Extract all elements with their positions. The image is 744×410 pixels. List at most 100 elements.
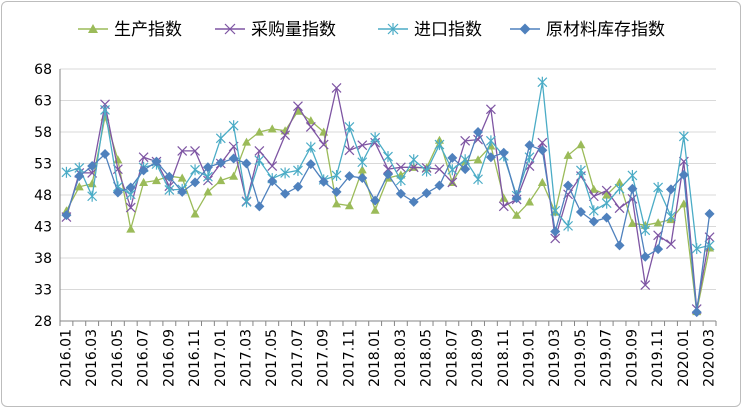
data-point — [87, 179, 97, 188]
x-tick-label: 2017.09 — [316, 329, 332, 387]
x-tick-label: 2018.11 — [496, 329, 512, 387]
data-point — [640, 280, 651, 291]
data-point — [228, 153, 239, 164]
data-point — [601, 212, 612, 223]
data-point — [704, 208, 715, 219]
data-point — [254, 145, 265, 156]
data-point — [190, 145, 200, 156]
x-tick-label: 2019.11 — [650, 329, 666, 387]
x-tick-label: 2017.01 — [213, 329, 229, 387]
legend-item: 原材料库存指数 — [510, 20, 665, 40]
data-point — [164, 171, 175, 182]
series-layer — [61, 76, 715, 318]
data-point — [100, 149, 111, 160]
data-point — [678, 130, 689, 142]
data-point — [524, 161, 535, 171]
data-point — [421, 165, 432, 177]
data-point — [88, 24, 98, 33]
data-point — [588, 205, 599, 217]
x-tick-label: 2017.05 — [264, 329, 280, 387]
data-point — [485, 135, 496, 147]
data-point — [357, 165, 367, 174]
data-point — [112, 187, 123, 198]
data-point — [537, 76, 548, 88]
data-point — [387, 23, 399, 35]
data-point — [421, 188, 432, 199]
data-point — [357, 140, 368, 151]
y-tick-label: 38 — [34, 251, 52, 267]
data-point — [318, 139, 329, 150]
data-point — [228, 120, 239, 132]
data-point — [576, 140, 586, 149]
legend-label: 采购量指数 — [251, 20, 336, 40]
data-point — [576, 164, 586, 176]
series-3 — [61, 127, 715, 318]
legend-label: 原材料库存指数 — [546, 20, 665, 40]
data-point — [151, 176, 161, 185]
data-point — [614, 240, 625, 251]
y-tick-label: 43 — [34, 220, 52, 236]
data-point — [331, 169, 342, 181]
data-point — [202, 162, 213, 173]
data-point — [447, 152, 458, 163]
data-point — [575, 207, 586, 218]
y-tick-label: 48 — [34, 188, 52, 204]
data-point — [280, 188, 291, 199]
legend-item: 采购量指数 — [215, 20, 336, 40]
data-point — [254, 154, 265, 166]
data-point — [224, 23, 236, 35]
data-point — [524, 140, 535, 151]
data-point — [267, 161, 278, 171]
axis-layer — [59, 69, 717, 326]
data-point — [190, 209, 200, 218]
data-point — [190, 164, 200, 176]
data-point — [280, 167, 291, 179]
data-point — [511, 193, 522, 204]
x-tick-label: 2020.03 — [702, 329, 718, 387]
data-point — [74, 171, 85, 182]
data-point — [383, 151, 393, 163]
data-point — [666, 210, 676, 222]
data-point — [498, 147, 509, 158]
data-point — [164, 184, 175, 196]
y-tick-label: 58 — [34, 125, 52, 141]
series-2 — [61, 76, 715, 255]
data-point — [395, 162, 406, 173]
y-tick-label: 63 — [34, 94, 52, 110]
x-tick-label: 2019.07 — [599, 329, 615, 387]
data-point — [460, 154, 471, 166]
data-point — [615, 177, 625, 186]
data-point — [524, 197, 534, 206]
data-point — [588, 191, 599, 202]
data-point — [473, 127, 484, 137]
data-point — [344, 171, 355, 182]
data-point — [293, 164, 303, 176]
data-point — [434, 180, 445, 191]
data-point — [138, 165, 149, 176]
data-point — [74, 182, 84, 191]
data-point — [344, 201, 354, 210]
data-point — [473, 173, 483, 185]
data-point — [485, 104, 496, 115]
data-point — [370, 195, 381, 206]
y-tick-label: 28 — [34, 314, 52, 330]
data-point — [305, 122, 316, 132]
y-tick-label: 53 — [34, 157, 52, 173]
data-point — [614, 183, 625, 195]
x-tick-label: 2018.01 — [367, 329, 383, 387]
data-point — [485, 152, 496, 163]
data-point — [241, 158, 252, 169]
data-point — [126, 224, 136, 233]
data-point — [447, 164, 458, 176]
grid-layer — [60, 68, 716, 322]
x-tick-label: 2016.07 — [136, 329, 152, 387]
data-point — [61, 166, 72, 178]
data-point — [614, 203, 625, 214]
data-point — [177, 173, 187, 182]
data-point — [666, 239, 676, 250]
data-point — [665, 184, 676, 195]
data-point — [125, 202, 136, 213]
x-tick-label: 2019.05 — [573, 329, 589, 387]
data-point — [370, 132, 381, 144]
data-point — [383, 169, 393, 180]
